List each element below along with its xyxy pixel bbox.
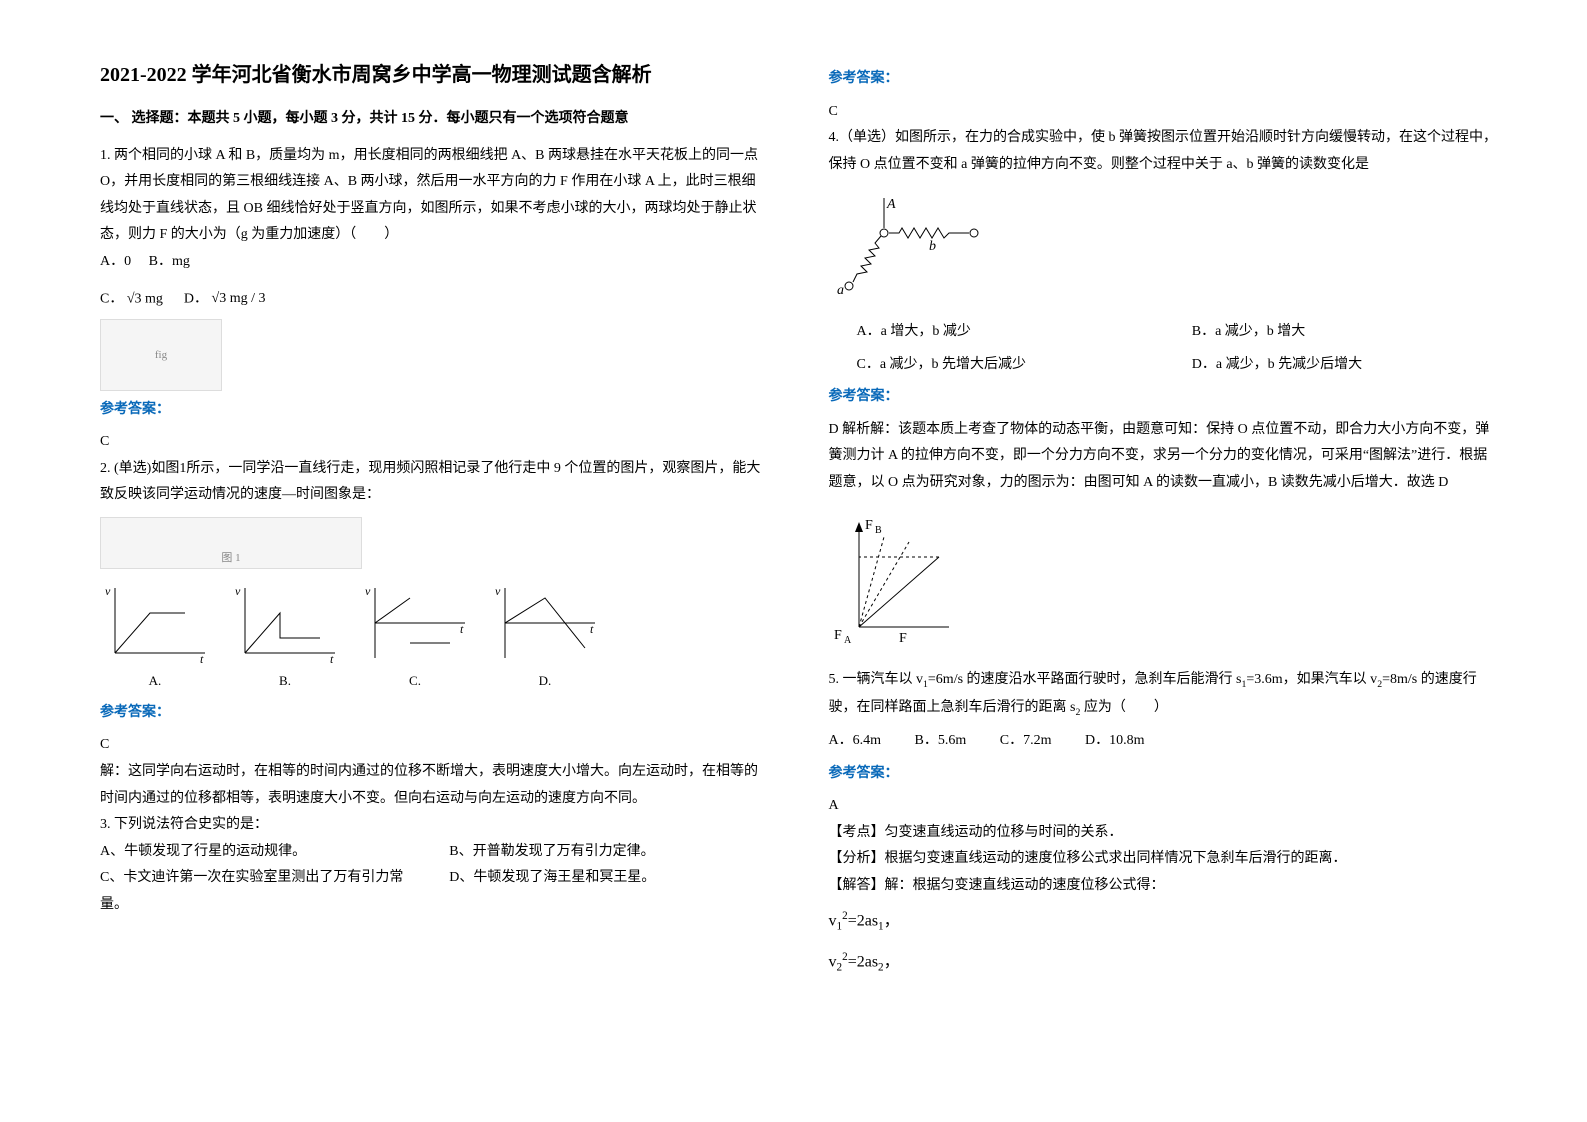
q1-opts-ab: A．0 B．mg (100, 249, 769, 276)
eq1-end: ， (884, 912, 900, 929)
eq2-sub1: 2 (837, 962, 843, 974)
eq1-v: v (829, 912, 837, 929)
q4-opt-a: A．a 增大，b 减少 (857, 319, 1162, 346)
q1-opt-d-prefix: D． (184, 291, 208, 306)
q4-opt-c: C．a 减少，b 先增大后减少 (857, 352, 1162, 379)
q2-option-labels: A. B. C. D. (100, 669, 769, 694)
q5-eq2: v22=2as2， (829, 947, 1498, 979)
svg-text:v: v (105, 584, 111, 598)
q1-answer-label: 参考答案： (100, 397, 769, 424)
question-2: 2. (单选)如图1所示，一同学沿一直线行走，现用频闪照相记录了他行走中 9 个… (100, 456, 769, 694)
svg-text:v: v (495, 584, 501, 598)
svg-text:F: F (865, 518, 873, 533)
question-1: 1. 两个相同的小球 A 和 B，质量均为 m，用长度相同的两根细线把 A、B … (100, 143, 769, 391)
svg-text:F: F (899, 631, 907, 646)
left-column: 2021-2022 学年河北省衡水市周窝乡中学高一物理测试题含解析 一、 选择题… (100, 60, 769, 1082)
eq2-v: v (829, 954, 837, 971)
q1-opt-a: A．0 (100, 254, 131, 269)
question-3: 3. 下列说法符合史实的是： A、牛顿发现了行星的运动规律。 B、开普勒发现了万… (100, 812, 769, 918)
q5-answer-label: 参考答案： (829, 761, 1498, 788)
section-1-heading: 一、 选择题：本题共 5 小题，每小题 3 分，共计 15 分．每小题只有一个选… (100, 106, 769, 133)
q5-fenxi: 【分析】根据匀变速直线运动的速度位移公式求出同样情况下急刹车后滑行的距离． (829, 846, 1498, 873)
q5-stem-p3: =3.6m，如果汽车以 v (1246, 672, 1377, 687)
q4-force-diagram: FB F FA (829, 507, 1498, 658)
eq1-mid: =2as (848, 912, 878, 929)
q2-stem: 2. (单选)如图1所示，一同学沿一直线行走，现用频闪照相记录了他行走中 9 个… (100, 456, 769, 509)
svg-text:t: t (200, 652, 204, 663)
q2-explain: 解：这同学向右运动时，在相等的时间内通过的位移不断增大，表明速度大小增大。向左运… (100, 759, 769, 812)
q5-opt-d: D．10.8m (1085, 728, 1145, 755)
q2-answer: C (100, 732, 769, 759)
q5-stem-p2: =6m/s 的速度沿水平路面行驶时，急刹车后能滑行 s (928, 672, 1242, 687)
q3-opt-b: B、开普勒发现了万有引力定律。 (449, 839, 768, 866)
svg-text:b: b (929, 239, 936, 254)
q5-options: A．6.4m B．5.6m C．7.2m D．10.8m (829, 728, 1498, 755)
q4-opt-b: B．a 减少，b 增大 (1192, 319, 1497, 346)
q5-answer: A (829, 793, 1498, 820)
q5-jieda-intro: 【解答】解：根据匀变速直线运动的速度位移公式得： (829, 873, 1498, 900)
q5-opt-c: C．7.2m (1000, 728, 1052, 755)
q4-answer-full: D 解析解：该题本质上考查了物体的动态平衡，由题意可知：保持 O 点位置不动，即… (829, 417, 1498, 497)
q4-figure: A b a (829, 188, 1498, 309)
svg-text:A: A (886, 197, 896, 212)
svg-text:a: a (837, 283, 844, 298)
q2-answer-label: 参考答案： (100, 700, 769, 727)
q5-eq1: v12=2as1， (829, 906, 1498, 938)
q2-chart-b: vt (230, 583, 340, 663)
q1-opts-cd: C． √3 mg D． √3 mg / 3 (100, 286, 769, 313)
q4-options: A．a 增大，b 减少 B．a 减少，b 增大 C．a 减少，b 先增大后减少 … (857, 319, 1498, 378)
q5-opt-a: A．6.4m (829, 728, 882, 755)
q2-fig1-label: 图 1 (101, 518, 361, 569)
question-5: 5. 一辆汽车以 v1=6m/s 的速度沿水平路面行驶时，急刹车后能滑行 s1=… (829, 667, 1498, 754)
q4-stem: 4.（单选）如图所示，在力的合成实验中，使 b 弹簧按图示位置开始沿顺时针方向缓… (829, 125, 1498, 178)
question-4: 4.（单选）如图所示，在力的合成实验中，使 b 弹簧按图示位置开始沿顺时针方向缓… (829, 125, 1498, 378)
q2-strobe-figure: 图 1 (100, 517, 362, 569)
q2-opt-d: D. (490, 669, 600, 694)
q5-kaodian: 【考点】匀变速直线运动的位移与时间的关系． (829, 820, 1498, 847)
svg-text:B: B (875, 525, 882, 536)
q2-chart-a: vt (100, 583, 210, 663)
q2-chart-c: vt (360, 583, 470, 663)
q1-opt-b: B．mg (149, 254, 190, 269)
right-column: 参考答案： C 4.（单选）如图所示，在力的合成实验中，使 b 弹簧按图示位置开… (829, 60, 1498, 1082)
q5-opt-b: B．5.6m (915, 728, 967, 755)
q3-opt-a: A、牛顿发现了行星的运动规律。 (100, 839, 419, 866)
q3-opt-d: D、牛顿发现了海王星和冥王星。 (449, 865, 768, 918)
exam-title: 2021-2022 学年河北省衡水市周窝乡中学高一物理测试题含解析 (100, 60, 769, 90)
q1-opt-d-formula: √3 mg / 3 (212, 286, 266, 313)
q5-stem-p1: 5. 一辆汽车以 v (829, 672, 924, 687)
q2-opt-b: B. (230, 669, 340, 694)
q1-opt-c-prefix: C． (100, 291, 123, 306)
svg-text:t: t (330, 652, 334, 663)
svg-text:A: A (844, 635, 852, 646)
q2-opt-a: A. (100, 669, 210, 694)
q3-answer-label: 参考答案： (829, 66, 1498, 93)
q3-opt-c: C、卡文迪许第一次在实验室里测出了万有引力常量。 (100, 865, 419, 918)
q1-opt-c-formula: √3 mg (127, 291, 163, 306)
q2-opt-c: C. (360, 669, 470, 694)
q4-answer-label: 参考答案： (829, 384, 1498, 411)
svg-text:v: v (365, 584, 371, 598)
page: 2021-2022 学年河北省衡水市周窝乡中学高一物理测试题含解析 一、 选择题… (0, 0, 1587, 1122)
q2-chart-d: vt (490, 583, 600, 663)
eq2-mid: =2as (848, 954, 878, 971)
q1-figure: fig (100, 319, 222, 391)
q4-opt-d: D．a 减少，b 先减少后增大 (1192, 352, 1497, 379)
svg-text:t: t (590, 622, 594, 636)
svg-text:F: F (834, 628, 842, 643)
q3-stem: 3. 下列说法符合史实的是： (100, 812, 769, 839)
q1-stem: 1. 两个相同的小球 A 和 B，质量均为 m，用长度相同的两根细线把 A、B … (100, 143, 769, 249)
q1-answer: C (100, 429, 769, 456)
eq2-end: ， (884, 954, 900, 971)
q3-answer: C (829, 99, 1498, 126)
q2-option-charts: vt vt vt vt (100, 583, 769, 663)
svg-text:t: t (460, 622, 464, 636)
svg-text:v: v (235, 584, 241, 598)
q5-stem-p5: 应为（ ） (1080, 700, 1168, 715)
